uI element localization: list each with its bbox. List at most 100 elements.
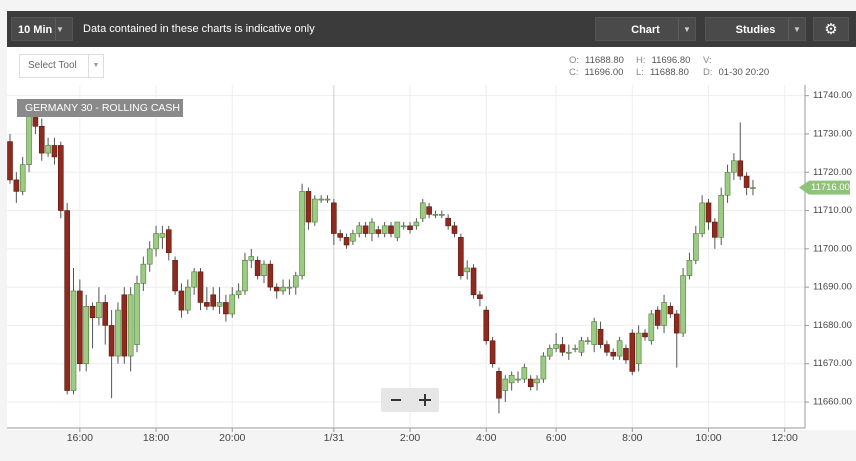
candle-body: [197, 271, 204, 303]
x-tick-label: 20:00: [219, 432, 245, 444]
candle-body: [458, 237, 464, 276]
candle-body: [178, 290, 185, 311]
y-tick-label: 11730.00: [813, 128, 852, 139]
candle-body: [356, 225, 363, 234]
candle-body: [680, 275, 686, 334]
ohlc-item: H: 11696.80: [636, 55, 690, 66]
candle-body: [394, 221, 401, 238]
candle-body: [305, 191, 312, 223]
candle-body: [191, 271, 197, 288]
candle-body: [616, 340, 623, 357]
candle-body: [7, 141, 13, 181]
candle-body: [242, 260, 248, 292]
last-price-label: 11716.00: [811, 182, 850, 193]
candle-body: [350, 233, 356, 242]
studies-label: Studies: [735, 24, 776, 36]
candle-body: [737, 160, 744, 177]
ohlc-label: C:: [569, 67, 579, 78]
candle-body: [508, 374, 515, 384]
candle-body: [223, 302, 229, 315]
candle-body: [623, 348, 629, 361]
y-tick-label: 11700.00: [813, 243, 852, 254]
candle-body: [210, 294, 216, 307]
chart-label: Chart: [631, 24, 660, 36]
candle-body: [381, 225, 388, 234]
x-tick-label: 12:00: [772, 432, 798, 444]
candle-body: [559, 344, 566, 353]
candle-body: [610, 351, 617, 357]
ohlc-item: L: 11688.80: [636, 67, 689, 78]
x-tick-label: 2:00: [400, 432, 421, 444]
candle-body: [318, 198, 324, 201]
candle-body: [572, 348, 578, 350]
candle-body: [146, 248, 153, 265]
candle-body: [546, 348, 553, 357]
candle-body: [426, 206, 432, 215]
candle-body: [470, 267, 477, 296]
candle-body: [362, 225, 369, 234]
y-tick-label: 11670.00: [813, 358, 852, 369]
plot-area: [7, 85, 856, 430]
y-tick-label: 11690.00: [813, 282, 852, 293]
settings-button[interactable]: ⚙: [813, 17, 849, 41]
y-tick-label: 11740.00: [813, 90, 852, 101]
candle-body: [13, 179, 20, 192]
candle-body: [686, 260, 693, 276]
zoom-controls: [381, 388, 439, 412]
zoom-in-button[interactable]: [411, 390, 437, 410]
candle-body: [496, 371, 502, 399]
x-tick-label: 8:00: [622, 432, 643, 444]
candle-body: [635, 332, 642, 365]
candle-body: [464, 267, 471, 273]
candle-body: [419, 202, 426, 219]
candle-body: [483, 309, 490, 342]
candle-body: [724, 171, 731, 196]
axis-area: [805, 85, 856, 430]
x-tick-label: 6:00: [546, 432, 567, 444]
candle-body: [585, 340, 591, 343]
candle-body: [172, 260, 178, 292]
title-box: [17, 99, 183, 117]
ohlc-label: D:: [703, 67, 713, 78]
ohlc-item: D: 01-30 20:20: [703, 67, 769, 78]
candle-body: [400, 225, 407, 228]
select-tool[interactable]: Select Tool ▼: [19, 54, 104, 78]
candle-body: [540, 355, 547, 380]
candle-body: [629, 332, 636, 372]
candle-body: [534, 378, 540, 384]
caret: ▼: [788, 18, 805, 40]
candle-body: [77, 290, 83, 365]
ohlc-label: L:: [636, 67, 644, 78]
caret: ▼: [88, 55, 103, 77]
candle-body: [445, 217, 451, 227]
candle-body: [204, 302, 210, 307]
ohlc-label: O:: [569, 55, 580, 66]
interval: 10 Min: [18, 24, 53, 36]
chart-dropdown[interactable]: Chart ▼: [595, 17, 696, 41]
candle-body: [45, 145, 51, 154]
ohlc-value: 01-30 20:20: [718, 67, 770, 78]
candle-body: [515, 378, 521, 381]
candle-body: [718, 194, 725, 238]
ohlc-value: 11688.80: [649, 67, 689, 78]
candle-body: [261, 263, 267, 276]
candle-body: [413, 221, 420, 227]
tool-row: Select Tool ▼ O: 11688.80 H: 11696.80 V: C: 116…: [7, 47, 856, 85]
candle-body: [712, 221, 718, 238]
candle-body: [553, 344, 559, 349]
disclaimer: Data contained in these charts is indica…: [83, 23, 315, 35]
candle-body: [299, 191, 305, 276]
candle-body: [96, 302, 102, 319]
studies-dropdown[interactable]: Studies ▼: [705, 17, 806, 41]
candle-body: [89, 305, 96, 319]
select-tool-label: Select Tool: [28, 60, 77, 71]
candle-body: [115, 309, 121, 357]
candle-body: [273, 286, 280, 292]
zoom-out-button[interactable]: [383, 390, 409, 410]
ohlc-value: 11688.80: [585, 55, 624, 66]
candle-body: [134, 283, 140, 345]
interval-dropdown[interactable]: 10 Min ▼: [11, 17, 73, 41]
candle-body: [235, 290, 242, 296]
y-tick-label: 11660.00: [813, 397, 852, 408]
